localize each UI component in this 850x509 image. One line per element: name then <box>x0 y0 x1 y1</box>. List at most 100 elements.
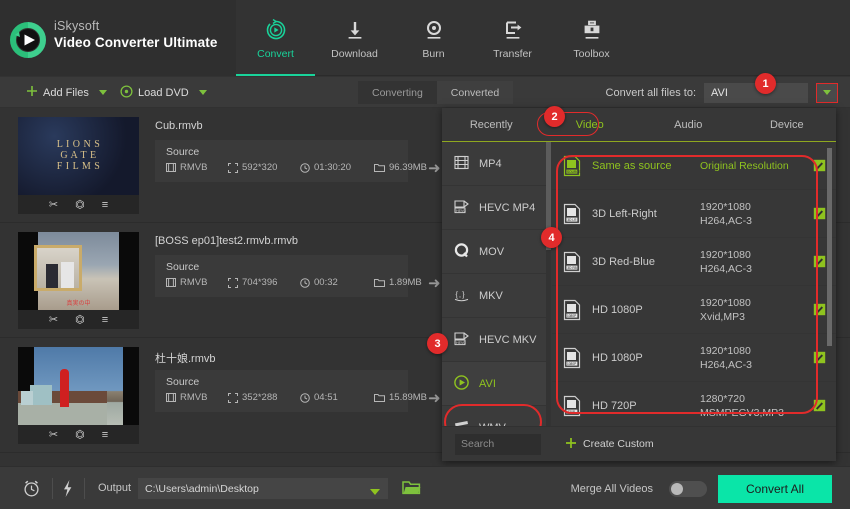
table-row[interactable]: 真実の中 ✂ ⏣ ≡ [BOSS ep01]test2.rmvb.rmvb So… <box>0 223 850 338</box>
merge-all-videos-toggle[interactable] <box>669 481 707 497</box>
red-dress-stage-scene <box>18 347 139 425</box>
meta-resolution: 592*320 <box>228 162 300 173</box>
nav-tab-burn[interactable]: Burn <box>394 0 473 76</box>
chevron-down-icon <box>823 90 831 95</box>
720p-file-icon: 720P <box>552 395 592 417</box>
resolution-spec2: H264,AC-3 <box>700 358 752 371</box>
effects-icon[interactable]: ≡ <box>101 428 109 441</box>
resolution-item-hd-1080p-h264[interactable]: 1080P HD 1080P 1920*1080 H264,AC-3 <box>552 334 836 382</box>
file-name: [BOSS ep01]test2.rmvb.rmvb <box>155 235 299 247</box>
resolution-item-3d-left-right[interactable]: 3D LR 3D Left-Right 1920*1080 H264,AC-3 <box>552 190 836 238</box>
trim-icon[interactable]: ✂ <box>48 199 59 211</box>
resolution-spec2: Xvid,MP3 <box>700 310 745 323</box>
thumbnail-tools: ✂ ⏣ ≡ <box>18 310 139 329</box>
format-item-mkv[interactable]: {.} MKV <box>442 274 546 318</box>
resolution-spec2: H264,AC-3 <box>700 262 752 275</box>
plus-icon <box>565 437 577 452</box>
effects-icon[interactable]: ≡ <box>101 198 109 211</box>
meta-size-value: 1.89MB <box>389 277 422 288</box>
table-row[interactable]: ✂ ⏣ ≡ 杜十娘.rmvb Source RMVB 352*288 <box>0 338 850 453</box>
convert-icon <box>265 17 287 43</box>
svg-text:1080P: 1080P <box>567 361 576 365</box>
file-thumbnail[interactable]: 真実の中 ✂ ⏣ ≡ <box>18 232 139 329</box>
meta-duration: 04:51 <box>300 392 374 403</box>
resolution-item-same-as-source[interactable]: SOURCE Same as source Original Resolutio… <box>552 142 836 190</box>
tab-converting[interactable]: Converting <box>358 81 437 104</box>
chevron-down-icon[interactable] <box>370 486 380 498</box>
header: iSkysoft Video Converter Ultimate Conver… <box>0 0 850 76</box>
output-path-field[interactable]: C:\Users\admin\Desktop <box>138 478 388 499</box>
tab-converted[interactable]: Converted <box>436 81 514 104</box>
meta-resolution: 704*396 <box>228 277 300 288</box>
resolution-list: SOURCE Same as source Original Resolutio… <box>552 142 836 426</box>
nav-tab-download-label: Download <box>331 47 378 60</box>
load-dvd-button[interactable]: Load DVD <box>120 77 207 108</box>
trim-icon[interactable]: ✂ <box>48 314 59 326</box>
convert-arrow-icon: ➜ <box>428 160 441 177</box>
resolution-item-hd-1080p-xvid[interactable]: 1080P HD 1080P 1920*1080 Xvid,MP3 <box>552 286 836 334</box>
format-item-mp4[interactable]: MP4 <box>442 142 546 186</box>
format-item-avi[interactable]: AVI <box>442 362 546 406</box>
effects-icon[interactable]: ≡ <box>101 313 109 326</box>
meta-duration: 01:30:20 <box>300 162 374 173</box>
tab-recently[interactable]: Recently <box>469 118 513 131</box>
load-dvd-label: Load DVD <box>138 86 189 99</box>
nav-tab-convert[interactable]: Convert <box>236 0 315 76</box>
svg-text:1080P: 1080P <box>567 313 576 317</box>
chevron-down-icon[interactable] <box>198 90 207 95</box>
chevron-down-icon[interactable] <box>98 90 107 95</box>
divider <box>84 478 85 499</box>
meta-size-value: 96.39MB <box>389 162 428 173</box>
resolution-item-3d-red-blue[interactable]: 3D RB 3D Red-Blue 1920*1080 H264,AC-3 <box>552 238 836 286</box>
format-item-hevc-mkv[interactable]: HEVC HEVC MKV <box>442 318 546 362</box>
crop-icon[interactable]: ⏣ <box>75 429 85 441</box>
nav-tab-transfer[interactable]: Transfer <box>473 0 552 76</box>
bottom-bar: Output C:\Users\admin\Desktop Merge All … <box>0 466 850 509</box>
svg-text:HEVC: HEVC <box>456 208 466 212</box>
convert-all-button[interactable]: Convert All <box>718 475 832 503</box>
callout-badge-3: 3 <box>427 333 448 354</box>
format-dropdown-button[interactable] <box>816 82 838 103</box>
meta-size: 15.89MB <box>374 392 427 403</box>
meta-format: RMVB <box>166 162 228 173</box>
tab-device[interactable]: Device <box>769 118 804 131</box>
create-custom-button[interactable]: Create Custom <box>565 437 654 452</box>
search-input[interactable] <box>455 433 541 455</box>
convert-arrow-icon: ➜ <box>428 275 441 292</box>
source-label: Source <box>166 376 200 388</box>
meta-resolution-value: 592*320 <box>242 162 278 173</box>
format-item-mov[interactable]: MOV <box>442 230 546 274</box>
tab-video[interactable]: Video <box>575 118 604 131</box>
format-item-hevc-mp4[interactable]: HEVC HEVC MP4 <box>442 186 546 230</box>
tab-audio[interactable]: Audio <box>674 118 703 131</box>
brand-product: Video Converter Ultimate <box>54 35 218 50</box>
file-thumbnail[interactable]: ✂ ⏣ ≡ <box>18 347 139 444</box>
alarm-clock-icon[interactable] <box>22 479 41 501</box>
output-label: Output <box>98 482 132 494</box>
resolution-item-hd-720p[interactable]: 720P HD 720P 1280*720 MSMPEGV3,MP3 <box>552 382 836 426</box>
format-item-wmv[interactable]: WMV <box>442 406 546 426</box>
add-files-button[interactable]: Add Files <box>26 77 107 108</box>
wmv-clap-icon <box>453 418 470 427</box>
create-custom-label: Create Custom <box>583 438 654 450</box>
source-meta: RMVB 592*320 01:30:20 96.39MB <box>166 162 427 173</box>
crop-icon[interactable]: ⏣ <box>75 199 85 211</box>
resolution-name: 3D Red-Blue <box>592 255 655 268</box>
svg-text:HEVC: HEVC <box>456 340 466 344</box>
trim-icon[interactable]: ✂ <box>48 429 59 441</box>
divider <box>52 478 53 499</box>
meta-size: 1.89MB <box>374 277 422 288</box>
main-nav: Convert Download <box>236 0 631 76</box>
crop-icon[interactable]: ⏣ <box>75 314 85 326</box>
selected-format-value[interactable]: AVI <box>704 82 808 103</box>
lightning-bolt-icon[interactable] <box>60 479 75 501</box>
open-folder-icon[interactable] <box>402 479 421 499</box>
nav-tab-download[interactable]: Download <box>315 0 394 76</box>
nav-tab-toolbox[interactable]: Toolbox <box>552 0 631 76</box>
resolution-list-scrollbar[interactable] <box>827 142 832 426</box>
format-list-scrollbar[interactable] <box>546 142 551 426</box>
1080p-file-icon: 1080P <box>552 347 592 369</box>
avi-play-icon <box>453 374 470 394</box>
